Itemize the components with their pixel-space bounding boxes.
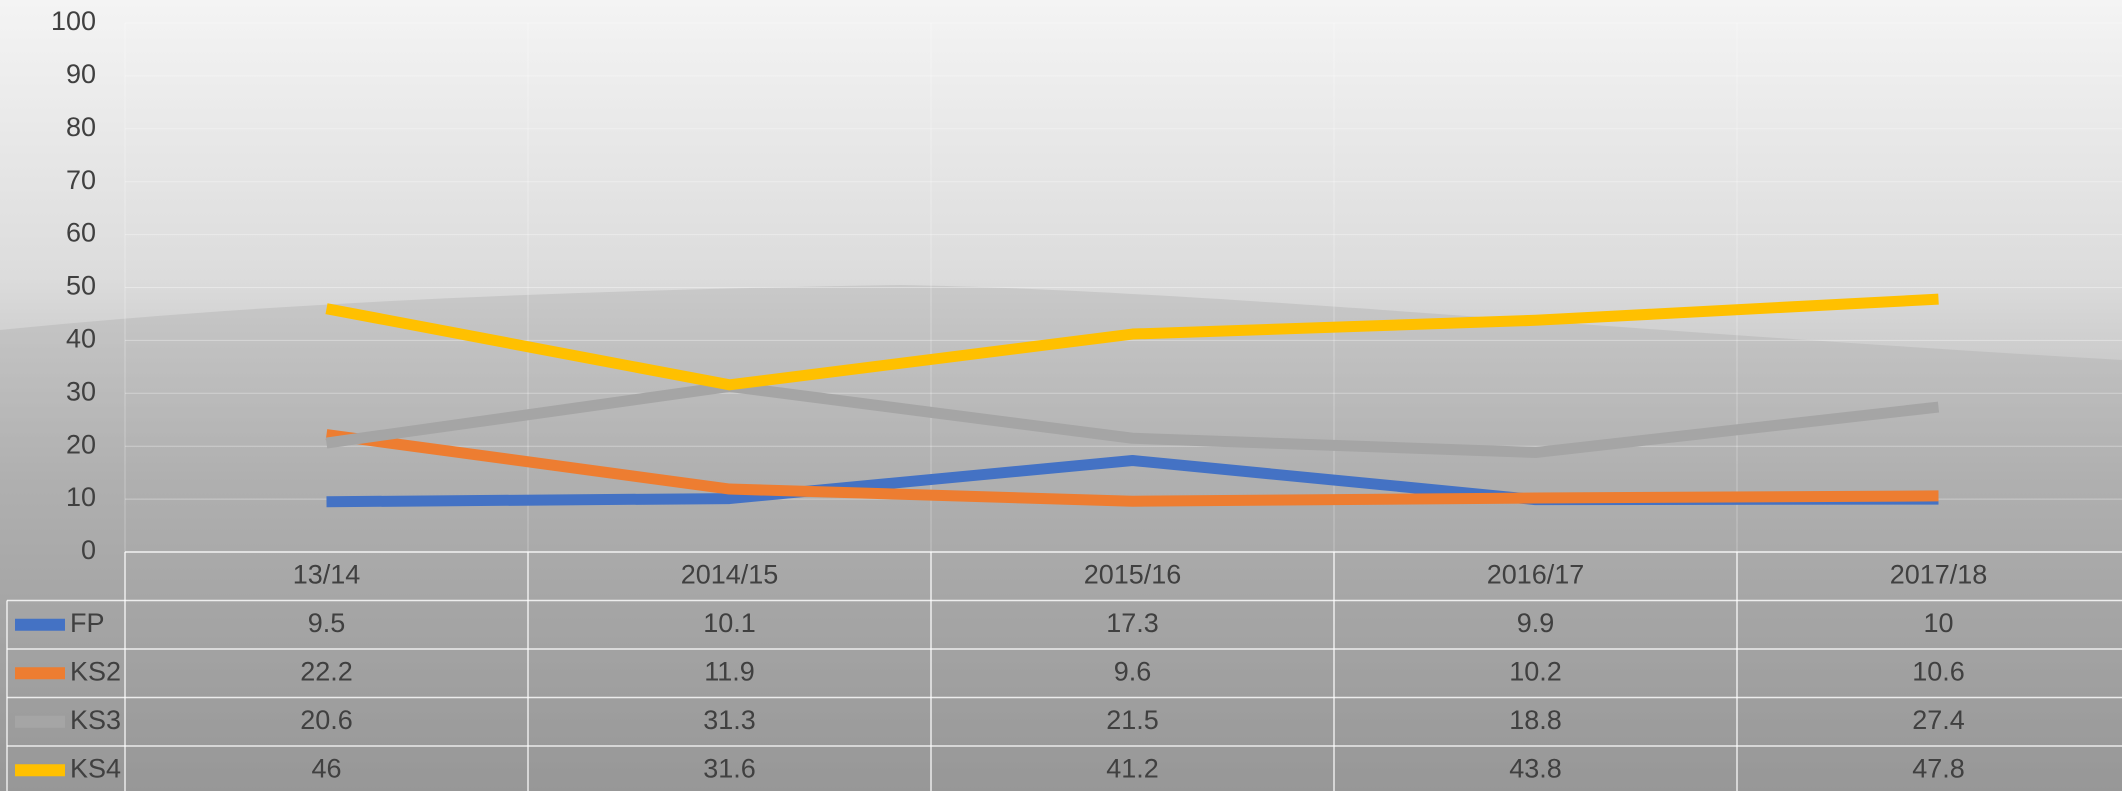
- table-value: 41.2: [1106, 753, 1159, 783]
- table-value: 31.6: [703, 753, 756, 783]
- x-tick-label: 2016/17: [1487, 559, 1585, 589]
- x-tick-label: 2014/15: [681, 559, 779, 589]
- x-tick-label: 2015/16: [1084, 559, 1182, 589]
- y-tick-label: 10: [66, 482, 96, 512]
- chart: 0 10 20 30 40 50 60 70 80 90 100 13/14 2014/15 2015/1…: [0, 0, 2122, 791]
- y-tick-label: 50: [66, 271, 96, 301]
- table-value: 9.9: [1517, 608, 1555, 638]
- table-value: 27.4: [1912, 705, 1965, 735]
- y-tick-label: 40: [66, 324, 96, 354]
- table-value: 17.3: [1106, 608, 1159, 638]
- y-tick-label: 100: [51, 6, 96, 36]
- y-tick-label: 90: [66, 59, 96, 89]
- legend-label: FP: [70, 608, 105, 638]
- table-value: 10.6: [1912, 656, 1965, 686]
- table-value: 9.5: [308, 608, 346, 638]
- y-tick-label: 60: [66, 218, 96, 248]
- legend-swatch: [15, 716, 65, 728]
- table-value: 47.8: [1912, 753, 1965, 783]
- y-tick-label: 30: [66, 376, 96, 406]
- x-tick-label: 13/14: [293, 559, 361, 589]
- legend-label: KS3: [70, 705, 121, 735]
- table-value: 31.3: [703, 705, 756, 735]
- table-value: 10.2: [1509, 656, 1562, 686]
- legend-swatch: [15, 764, 65, 776]
- table-value: 43.8: [1509, 753, 1562, 783]
- table-value: 18.8: [1509, 705, 1562, 735]
- legend-swatch: [15, 667, 65, 679]
- y-tick-label: 0: [81, 535, 96, 565]
- table-value: 11.9: [704, 656, 755, 686]
- legend-label: KS2: [70, 656, 121, 686]
- y-tick-label: 80: [66, 112, 96, 142]
- table-value: 21.5: [1106, 705, 1159, 735]
- x-tick-label: 2017/18: [1890, 559, 1988, 589]
- legend-label: KS4: [70, 753, 121, 783]
- legend-swatch: [15, 619, 65, 631]
- page: 0 10 20 30 40 50 60 70 80 90 100 13/14 2014/15 2015/1…: [0, 0, 2122, 791]
- table-value: 9.6: [1114, 656, 1152, 686]
- table-value: 22.2: [300, 656, 353, 686]
- y-tick-label: 20: [66, 429, 96, 459]
- y-tick-label: 70: [66, 165, 96, 195]
- table-value: 10.1: [703, 608, 756, 638]
- table-value: 20.6: [300, 705, 353, 735]
- table-value: 46: [311, 753, 341, 783]
- table-value: 10: [1923, 608, 1953, 638]
